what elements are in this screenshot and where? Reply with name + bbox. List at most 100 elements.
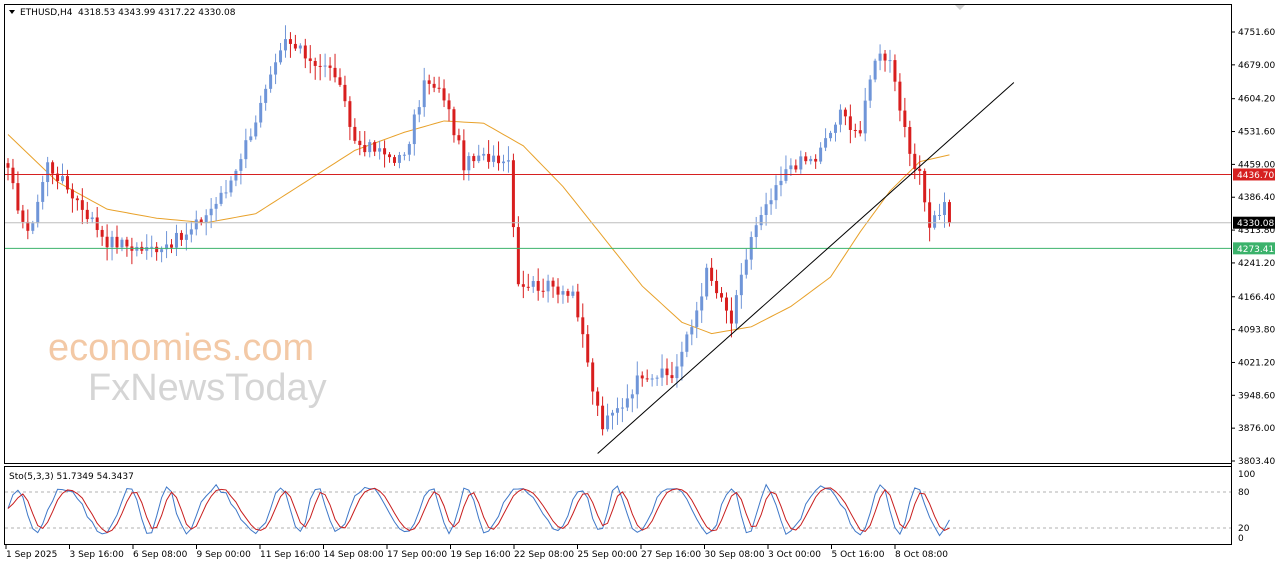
candle-body	[234, 170, 238, 181]
candle-body	[189, 229, 193, 235]
candle-body	[6, 163, 10, 168]
candle	[56, 166, 60, 190]
candle	[883, 49, 887, 72]
candle-body	[358, 140, 362, 146]
candle-body	[620, 407, 624, 409]
candle-body	[125, 239, 129, 247]
candle	[908, 120, 912, 167]
candle-body	[769, 200, 773, 205]
candle	[858, 121, 862, 137]
candle-body	[298, 45, 302, 49]
candle	[487, 140, 491, 169]
candle	[412, 109, 416, 156]
candle-body	[239, 159, 243, 171]
candle	[402, 152, 406, 161]
candle	[249, 128, 253, 143]
candle-body	[323, 65, 327, 67]
candle-body	[898, 81, 902, 111]
candle-body	[373, 142, 377, 152]
chart-symbol: ETHUSD,H4	[20, 8, 73, 18]
candle-body	[388, 154, 392, 158]
candle	[323, 53, 327, 78]
candle-body	[487, 153, 491, 162]
candle-body	[541, 290, 545, 292]
candle	[254, 115, 258, 140]
candle	[457, 128, 461, 145]
candle	[705, 263, 709, 300]
candle-body	[571, 291, 575, 296]
candle-body	[759, 215, 763, 226]
candle	[923, 168, 927, 212]
time-tick-label: 25 Sep 00:00	[578, 550, 638, 560]
candle	[437, 76, 441, 93]
candle	[848, 104, 852, 144]
candle-body	[824, 138, 828, 148]
stochastic-tick-label: 0	[1238, 534, 1244, 544]
candle	[670, 361, 674, 384]
candle	[85, 201, 89, 224]
candle	[878, 44, 882, 71]
candle-body	[799, 156, 803, 170]
candle-body	[809, 158, 813, 162]
time-tick-label: 6 Sep 08:00	[133, 550, 188, 560]
candle-body	[596, 391, 600, 406]
candle-body	[942, 202, 946, 215]
candle	[918, 155, 922, 185]
time-tick-label: 1 Sep 2025	[6, 550, 57, 560]
price-tick-label: 4166.40	[1238, 293, 1275, 303]
candle-body	[888, 60, 892, 62]
candle-body	[427, 80, 431, 84]
candle	[298, 43, 302, 54]
candle	[601, 396, 605, 436]
candle-body	[259, 102, 263, 123]
support-label-bg	[1233, 242, 1275, 255]
candle-body	[269, 74, 273, 89]
candle-body	[308, 58, 312, 61]
candle-body	[754, 225, 758, 238]
price-tick-label: 4751.60	[1238, 28, 1275, 38]
candle	[724, 292, 728, 324]
candle-body	[343, 84, 347, 102]
candle-body	[90, 217, 94, 220]
candle	[551, 277, 555, 298]
candle-body	[497, 155, 501, 164]
scroll-marker-icon[interactable]	[955, 5, 965, 10]
candle	[110, 230, 114, 261]
candle	[903, 97, 907, 138]
candle	[502, 154, 505, 172]
candle-body	[784, 169, 788, 181]
dropdown-triangle-icon[interactable]	[9, 10, 15, 14]
candle	[938, 203, 942, 220]
candle	[209, 198, 213, 229]
candle	[125, 236, 129, 257]
candle	[179, 230, 183, 247]
candle	[556, 278, 560, 304]
candle	[170, 239, 174, 254]
candle	[799, 150, 803, 174]
candle	[229, 176, 233, 197]
candle	[264, 84, 268, 111]
candle	[729, 297, 733, 338]
candle-body	[80, 200, 84, 210]
candle	[769, 188, 773, 215]
stochastic-label: Sto(5,3,3) 51.7349 54.3437	[9, 472, 134, 482]
candle	[784, 155, 788, 184]
candle-body	[635, 375, 639, 395]
candle-body	[858, 130, 862, 134]
candle	[36, 194, 40, 228]
candle	[244, 128, 248, 169]
candle-body	[21, 210, 25, 222]
candle	[279, 42, 283, 65]
candle-body	[710, 267, 714, 281]
candle	[303, 38, 307, 69]
candle	[794, 159, 798, 173]
candle	[70, 183, 74, 213]
candle-body	[933, 215, 937, 228]
price-tick-label: 3876.00	[1238, 424, 1275, 434]
candle	[581, 303, 585, 348]
candle	[165, 231, 169, 259]
candle-body	[194, 219, 198, 230]
candle	[873, 58, 877, 83]
